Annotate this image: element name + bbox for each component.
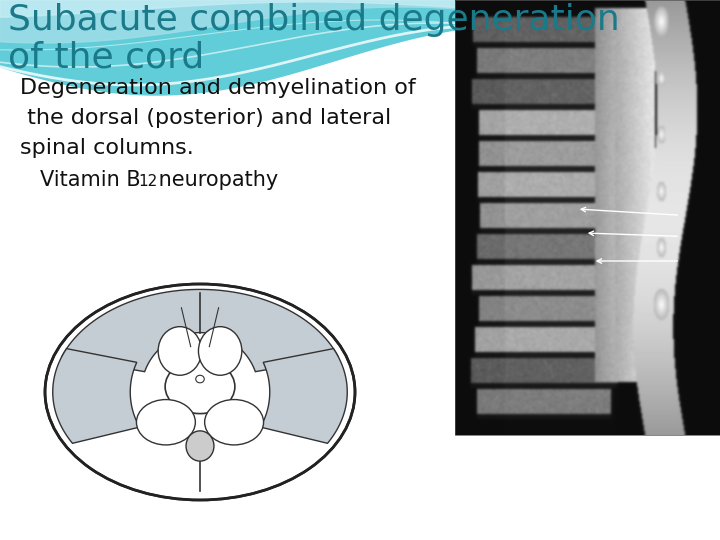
Text: Subacute combined degeneration: Subacute combined degeneration bbox=[8, 3, 620, 37]
Polygon shape bbox=[53, 349, 140, 443]
Ellipse shape bbox=[186, 431, 214, 461]
Ellipse shape bbox=[158, 327, 202, 375]
Polygon shape bbox=[261, 349, 347, 443]
Text: Degeneration and demyelination of: Degeneration and demyelination of bbox=[20, 78, 415, 98]
Text: neuropathy: neuropathy bbox=[152, 170, 278, 190]
Text: of the cord: of the cord bbox=[8, 40, 204, 74]
Ellipse shape bbox=[137, 400, 195, 445]
Ellipse shape bbox=[199, 327, 242, 375]
Ellipse shape bbox=[196, 375, 204, 383]
Text: spinal columns.: spinal columns. bbox=[20, 138, 194, 158]
Text: Vitamin B: Vitamin B bbox=[40, 170, 140, 190]
Ellipse shape bbox=[165, 360, 235, 414]
Ellipse shape bbox=[204, 400, 264, 445]
Polygon shape bbox=[62, 289, 338, 372]
Ellipse shape bbox=[45, 284, 355, 500]
Text: 12: 12 bbox=[138, 174, 157, 189]
Text: the dorsal (posterior) and lateral: the dorsal (posterior) and lateral bbox=[20, 108, 391, 128]
